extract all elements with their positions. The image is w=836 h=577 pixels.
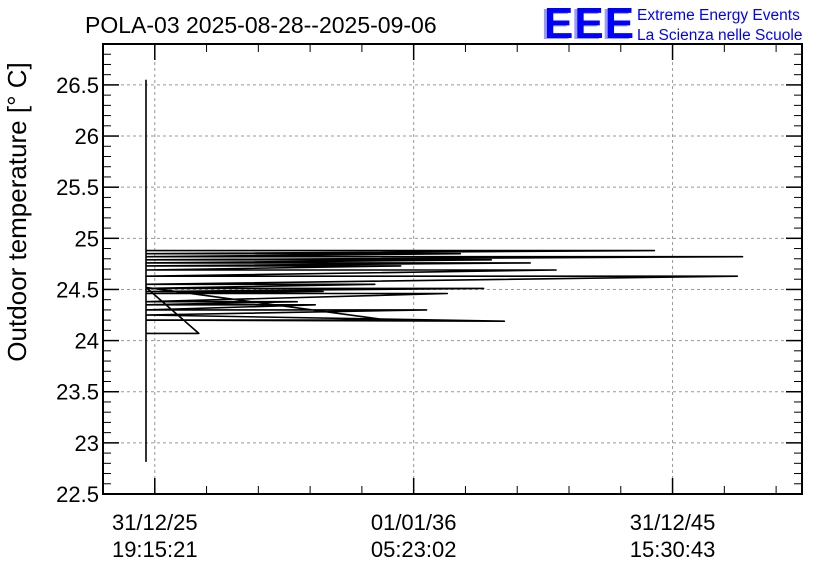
x-tick-time-label: 05:23:02	[371, 537, 457, 562]
x-tick-date-label: 31/12/45	[630, 510, 716, 535]
chart-title: POLA-03 2025-08-28--2025-09-06	[85, 12, 437, 38]
y-tick-label: 23.5	[56, 380, 99, 405]
logo-line-2: La Scienza nelle Scuole	[637, 27, 802, 44]
temperature-series-line	[145, 79, 744, 463]
x-tick-time-label: 15:30:43	[630, 537, 716, 562]
y-tick-label: 26	[75, 124, 99, 149]
x-tick-time-label: 19:15:21	[112, 537, 198, 562]
logo-mark: EEE	[544, 0, 635, 48]
y-tick-layer: 22.5 23 23.5 24 24.5 25 25.5 26 26.5	[56, 43, 802, 507]
y-tick-label: 22.5	[56, 482, 99, 507]
y-tick-label: 25.5	[56, 175, 99, 200]
y-tick-label: 25	[75, 226, 99, 251]
logo-line-1: Extreme Energy Events	[637, 7, 800, 24]
y-tick-label: 23	[75, 431, 99, 456]
logo-mark-shadow: EEE	[541, 0, 632, 49]
y-axis-label: Outdoor temperature [° C]	[2, 62, 32, 361]
x-tick-date-label: 31/12/25	[112, 510, 198, 535]
y-tick-label: 24	[75, 329, 99, 354]
y-tick-label: 26.5	[56, 73, 99, 98]
y-tick-label: 24.5	[56, 277, 99, 302]
x-tick-date-label: 01/01/36	[371, 510, 457, 535]
series-layer	[145, 79, 744, 463]
eee-logo: EEE EEE Extreme Energy Events La Scienza…	[541, 0, 802, 49]
